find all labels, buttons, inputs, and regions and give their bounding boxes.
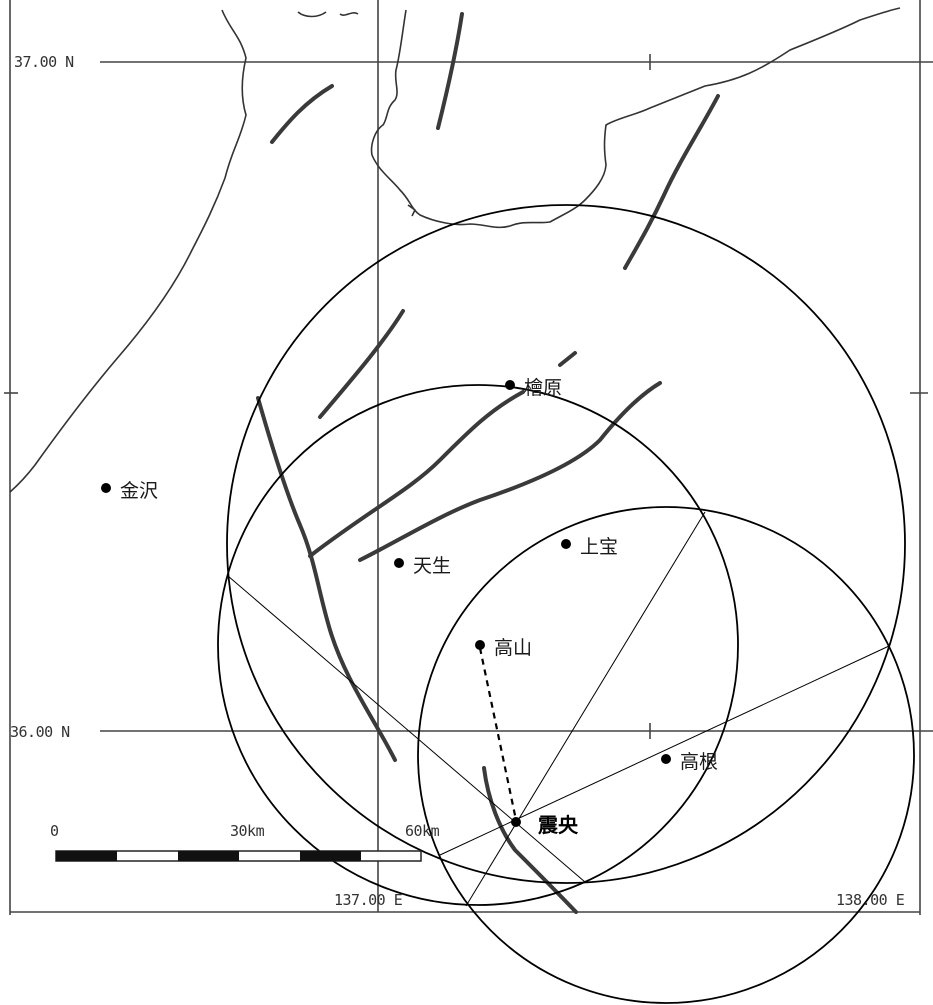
axis-labels: 37.00 N 36.00 N 137.00 E 138.00 E (10, 53, 905, 909)
scale-segment-1 (56, 851, 117, 861)
scale-label-30km: 30km (230, 822, 265, 840)
distance-circles (217, 204, 915, 1004)
scale-bar: 0 30km 60km (50, 822, 440, 862)
station-label: 上宝 (580, 536, 618, 558)
coastline-noto-tip (297, 11, 359, 18)
coastline-west (9, 9, 247, 493)
station-label: 金沢 (120, 480, 158, 502)
station-marker (101, 483, 111, 493)
station-label: 高山 (494, 637, 532, 659)
coastline-toyama-bay (370, 7, 901, 229)
station-label: 高根 (680, 751, 718, 773)
distance-circle-takayama (217, 384, 739, 906)
stations: 檜原 金沢 上宝 天生 高山 高根 (101, 376, 718, 773)
distance-circle-kamitakara (226, 204, 906, 884)
station-amo: 天生 (394, 555, 451, 577)
latitude-label-top: 37.00 N (14, 53, 74, 71)
fault-1 (436, 12, 464, 130)
station-label: 天生 (413, 555, 451, 577)
chord-3 (439, 645, 890, 856)
station-kamitakara: 上宝 (561, 536, 618, 558)
station-marker (475, 640, 485, 650)
station-marker (661, 754, 671, 764)
fault-6 (308, 390, 525, 558)
station-marker (561, 539, 571, 549)
latitude-label-bottom: 36.00 N (10, 723, 70, 741)
station-label: 檜原 (524, 376, 562, 399)
fault-4 (318, 309, 405, 419)
map-frame (4, 0, 933, 915)
fault-2 (270, 84, 334, 144)
distance-circle-takane (417, 506, 915, 1004)
scale-segment-5 (300, 851, 361, 861)
fault-3 (623, 94, 720, 270)
epicenter-marker (511, 817, 521, 827)
coastline-bay-notch (407, 204, 416, 217)
station-kanazawa: 金沢 (101, 480, 158, 502)
scale-label-60km: 60km (405, 822, 440, 840)
longitude-label-right: 138.00 E (836, 891, 905, 909)
station-marker (505, 380, 515, 390)
fault-5 (558, 351, 577, 367)
station-takayama: 高山 (475, 637, 532, 659)
epicenter-label: 震央 (538, 813, 579, 837)
fault-7 (358, 381, 662, 562)
scale-segment-3 (178, 851, 239, 861)
active-faults (256, 12, 720, 914)
epicenter-connector-dashed (478, 647, 518, 821)
common-chords (227, 511, 890, 907)
longitude-label-left: 137.00 E (334, 891, 403, 909)
station-marker (394, 558, 404, 568)
chord-1 (227, 575, 586, 883)
fault-8 (256, 396, 397, 762)
scale-label-0: 0 (50, 822, 59, 840)
station-takane: 高根 (661, 751, 718, 773)
coastline (9, 7, 901, 493)
epicenter: 震央 (511, 813, 579, 837)
station-kamioka-top: 檜原 (505, 376, 562, 399)
chord-2 (465, 511, 706, 907)
